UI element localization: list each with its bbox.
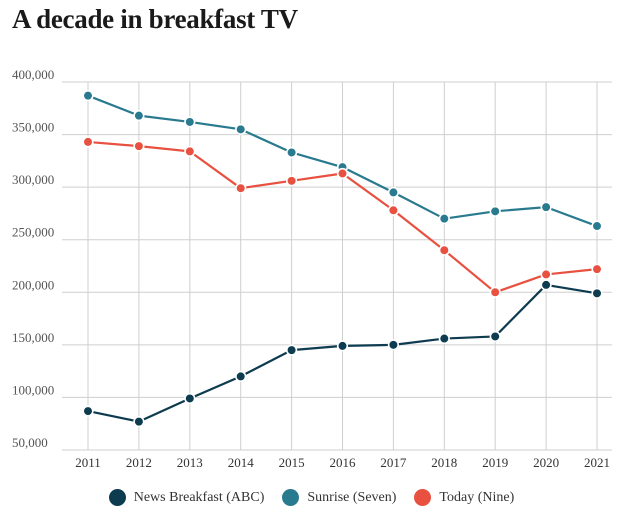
y-tick-label: 100,000	[12, 382, 54, 397]
data-point	[438, 244, 450, 256]
x-tick-label: 2019	[482, 455, 508, 470]
y-tick-label: 50,000	[12, 435, 48, 450]
y-tick-label: 250,000	[12, 225, 54, 240]
x-tick-label: 2015	[279, 455, 305, 470]
data-point	[438, 332, 450, 345]
data-point	[235, 370, 247, 383]
legend-label: Today (Nine)	[439, 489, 515, 505]
legend-item: Sunrise (Seven)	[282, 489, 396, 506]
data-point	[540, 201, 552, 213]
x-tick-label: 2021	[584, 455, 610, 470]
legend-swatch	[414, 489, 432, 506]
data-point	[184, 145, 196, 157]
data-point	[489, 286, 501, 298]
data-point	[387, 204, 400, 216]
data-point	[235, 182, 247, 194]
x-tick-label: 2014	[228, 455, 255, 470]
legend-label: News Breakfast (ABC)	[133, 489, 265, 505]
chart-title: A decade in breakfast TV	[12, 4, 298, 34]
data-point	[235, 123, 247, 135]
y-tick-label: 350,000	[12, 120, 54, 135]
x-tick-label: 2016	[330, 455, 357, 470]
legend-swatch	[282, 489, 300, 506]
x-tick-label: 2012	[126, 455, 152, 470]
data-point	[184, 392, 196, 405]
y-tick-label: 200,000	[12, 277, 54, 292]
x-tick-label: 2011	[75, 455, 101, 470]
data-point	[387, 339, 400, 351]
data-point	[438, 213, 450, 225]
legend-label: Sunrise (Seven)	[307, 489, 397, 505]
data-point	[336, 340, 349, 352]
x-tick-label: 2013	[177, 455, 203, 470]
y-tick-label: 400,000	[12, 67, 54, 82]
legend-item: Today (Nine)	[414, 489, 514, 506]
data-point	[591, 220, 603, 232]
data-point	[133, 416, 145, 428]
legend-swatch	[108, 489, 126, 506]
data-point	[540, 279, 552, 291]
data-point	[540, 268, 552, 281]
x-tick-label: 2017	[380, 455, 407, 470]
y-tick-label: 300,000	[12, 172, 54, 187]
data-point	[133, 140, 145, 152]
data-point	[591, 263, 603, 275]
legend-item: News Breakfast (ABC)	[108, 489, 265, 506]
data-point	[82, 136, 94, 148]
data-point	[387, 186, 400, 198]
chart-legend: News Breakfast (ABC) Sunrise (Seven) Today…	[0, 489, 623, 506]
data-point	[336, 167, 349, 180]
data-point	[286, 344, 298, 356]
data-point	[184, 116, 196, 128]
data-point	[489, 330, 501, 343]
data-point	[82, 90, 94, 102]
data-point	[591, 287, 603, 299]
x-tick-label: 2018	[431, 455, 457, 470]
data-point	[489, 205, 501, 217]
data-point	[82, 405, 94, 417]
data-point	[286, 146, 298, 159]
x-tick-label: 2020	[533, 455, 559, 470]
y-tick-label: 150,000	[12, 330, 54, 345]
data-point	[286, 175, 298, 187]
data-point	[133, 110, 145, 122]
